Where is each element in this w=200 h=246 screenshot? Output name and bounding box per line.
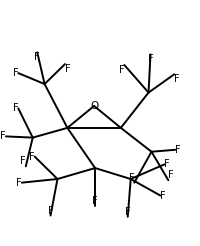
Text: F: F (92, 196, 98, 206)
Text: F: F (129, 173, 134, 183)
Text: F: F (34, 52, 40, 62)
Text: F: F (160, 191, 166, 200)
Text: F: F (0, 131, 6, 141)
Text: F: F (125, 207, 131, 217)
Text: F: F (13, 68, 18, 78)
Text: F: F (119, 65, 124, 75)
Text: O: O (90, 101, 98, 111)
Text: F: F (48, 205, 53, 215)
Text: F: F (175, 145, 181, 155)
Text: F: F (29, 152, 35, 162)
Text: F: F (20, 156, 26, 166)
Text: F: F (168, 170, 174, 180)
Text: F: F (13, 103, 18, 113)
Text: F: F (164, 159, 170, 169)
Text: F: F (65, 64, 71, 74)
Text: F: F (16, 178, 22, 188)
Text: F: F (148, 54, 153, 64)
Text: F: F (174, 74, 180, 84)
